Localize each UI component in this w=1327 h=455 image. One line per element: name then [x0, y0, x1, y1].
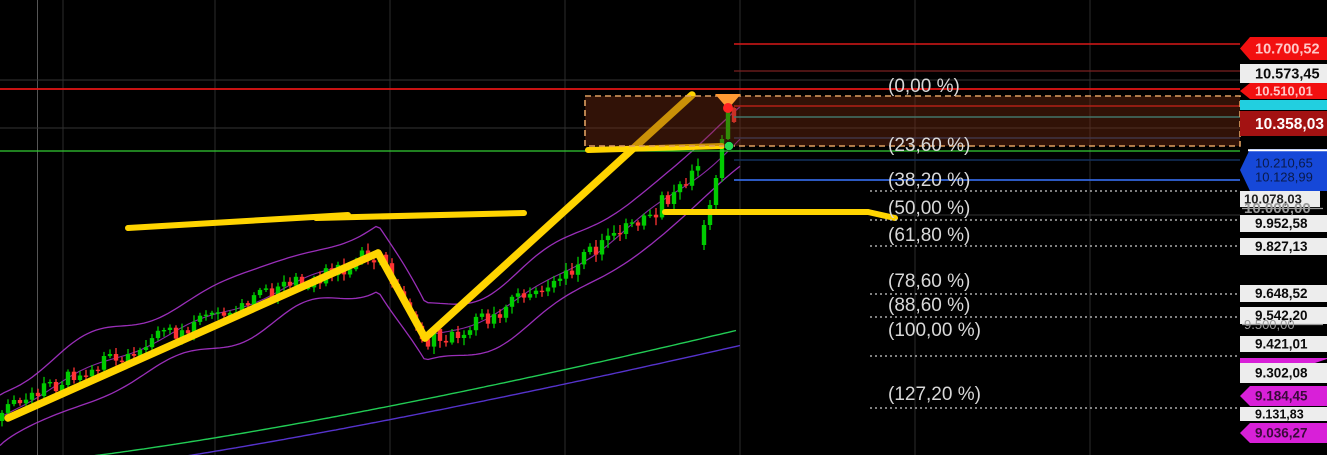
svg-text:10.128,99: 10.128,99 — [1255, 170, 1313, 185]
svg-text:9.952,58: 9.952,58 — [1255, 216, 1308, 231]
svg-text:9.131,83: 9.131,83 — [1255, 407, 1304, 421]
svg-text:(61,80 %): (61,80 %) — [888, 225, 970, 246]
svg-text:(88,60 %): (88,60 %) — [888, 295, 970, 316]
svg-text:9.421,01: 9.421,01 — [1255, 337, 1308, 352]
svg-text:(100,00 %): (100,00 %) — [888, 320, 981, 341]
svg-text:9.184,45: 9.184,45 — [1255, 389, 1308, 404]
svg-text:(23,60 %): (23,60 %) — [888, 135, 970, 156]
svg-text:9.648,52: 9.648,52 — [1255, 286, 1308, 301]
svg-text:(38,20 %): (38,20 %) — [888, 170, 970, 191]
svg-text:(0,00 %): (0,00 %) — [888, 76, 960, 97]
svg-text:(78,60 %): (78,60 %) — [888, 271, 970, 292]
svg-text:10.573,45: 10.573,45 — [1255, 67, 1320, 83]
svg-text:9.827,13: 9.827,13 — [1255, 239, 1308, 254]
svg-text:10.210,65: 10.210,65 — [1255, 156, 1313, 171]
svg-text:10.358,03: 10.358,03 — [1255, 116, 1324, 133]
svg-text:9.036,27: 9.036,27 — [1255, 426, 1308, 441]
svg-text:(50,00 %): (50,00 %) — [888, 198, 970, 219]
svg-text:(127,20 %): (127,20 %) — [888, 384, 981, 405]
svg-text:9.302,08: 9.302,08 — [1255, 366, 1308, 381]
svg-text:10.700,52: 10.700,52 — [1255, 42, 1320, 58]
svg-text:10.510,01: 10.510,01 — [1255, 84, 1313, 99]
